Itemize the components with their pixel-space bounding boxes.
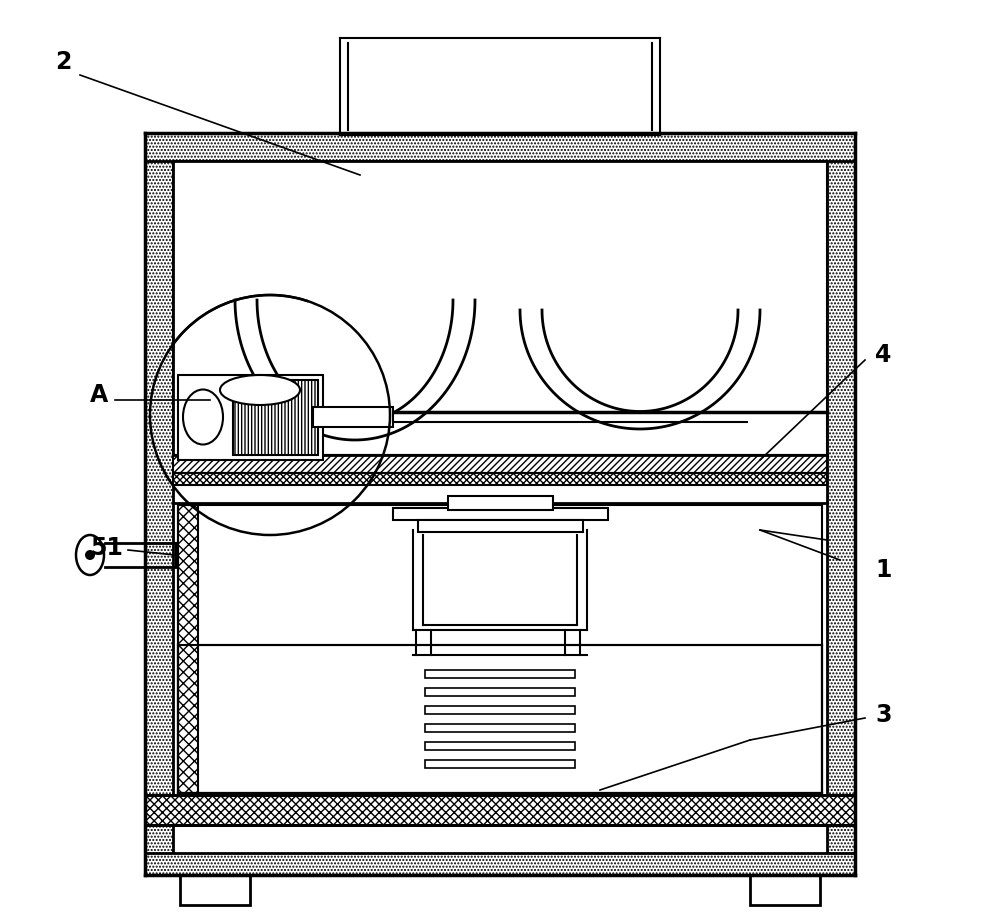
- Bar: [178, 375, 323, 460]
- Bar: [233, 380, 318, 455]
- Bar: [425, 688, 575, 696]
- Bar: [173, 455, 827, 473]
- Bar: [418, 520, 583, 532]
- Bar: [425, 724, 575, 732]
- Bar: [178, 645, 822, 793]
- Bar: [145, 133, 855, 161]
- Bar: [425, 706, 575, 714]
- Bar: [393, 508, 608, 520]
- Ellipse shape: [220, 375, 300, 405]
- Bar: [425, 742, 575, 750]
- Bar: [425, 670, 575, 678]
- Text: A: A: [90, 383, 108, 407]
- Bar: [145, 853, 855, 875]
- Bar: [145, 133, 173, 875]
- Bar: [180, 875, 250, 905]
- Text: 2: 2: [55, 50, 71, 74]
- Ellipse shape: [76, 535, 104, 575]
- Bar: [425, 760, 575, 768]
- Bar: [145, 795, 855, 825]
- Text: 51: 51: [90, 536, 123, 560]
- Bar: [750, 875, 820, 905]
- Circle shape: [85, 550, 95, 560]
- Bar: [173, 473, 827, 485]
- Bar: [313, 407, 393, 427]
- Text: 4: 4: [875, 343, 891, 367]
- Text: 3: 3: [875, 703, 892, 727]
- Text: 1: 1: [875, 558, 891, 582]
- Bar: [448, 496, 553, 510]
- Bar: [827, 133, 855, 875]
- Bar: [178, 505, 198, 793]
- Ellipse shape: [183, 389, 223, 444]
